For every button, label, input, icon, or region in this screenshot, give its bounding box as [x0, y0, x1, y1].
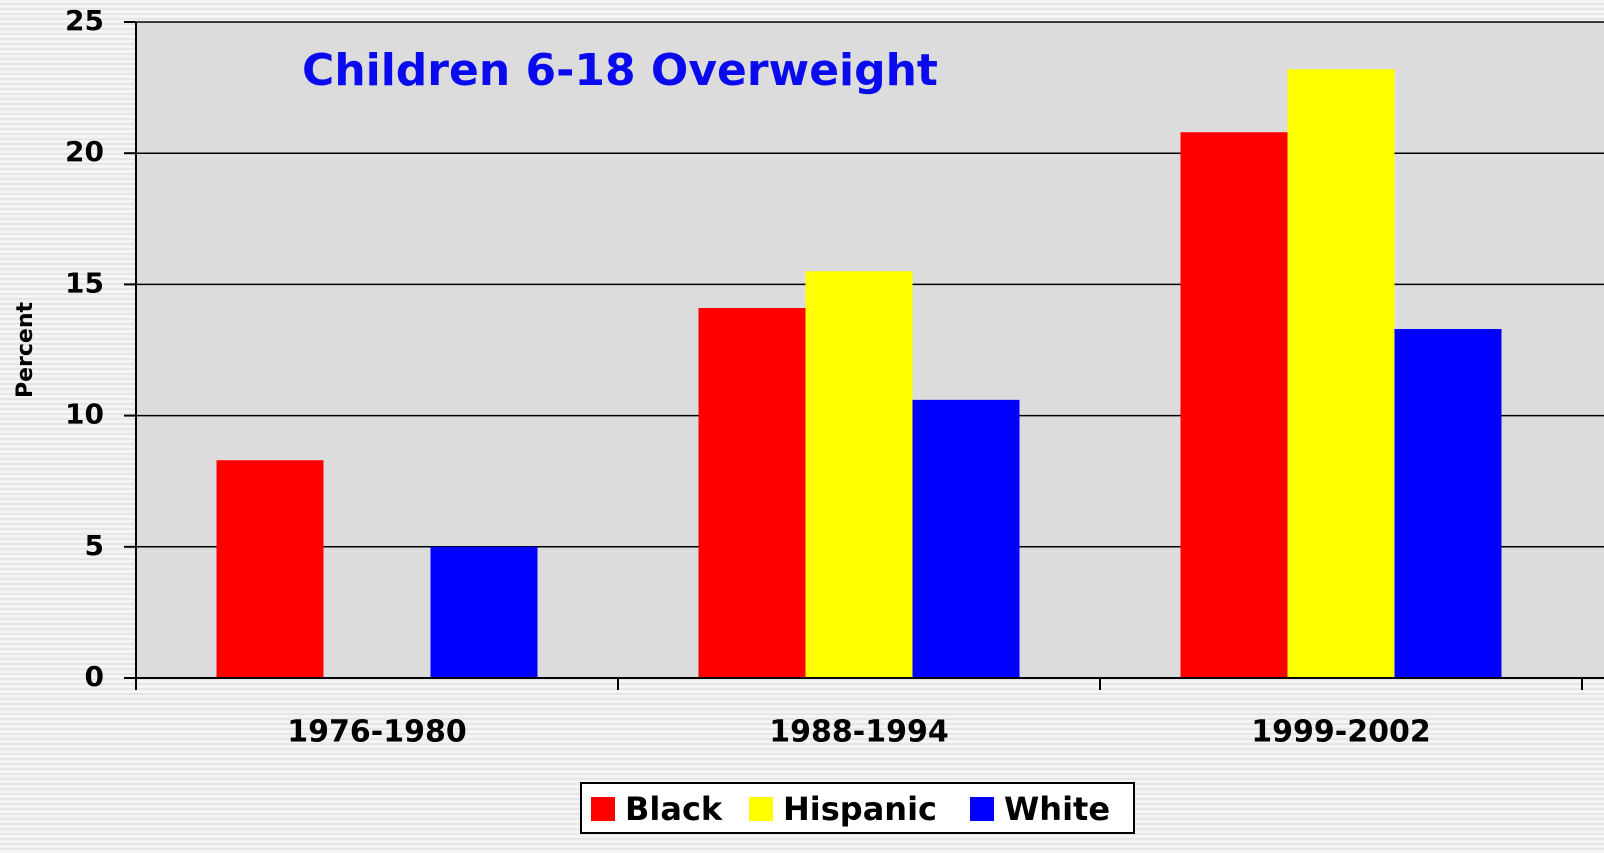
legend-label: White [1004, 790, 1110, 828]
legend-label: Hispanic [783, 790, 937, 828]
legend-box [580, 782, 1135, 834]
bar [912, 399, 1020, 678]
bar [1287, 69, 1395, 679]
bar [1394, 329, 1502, 678]
legend-swatch [970, 797, 994, 821]
x-tick-label: 1999-2002 [1251, 715, 1430, 750]
y-tick-label: 5 [85, 529, 104, 562]
legend-swatch [591, 797, 615, 821]
y-tick-label: 15 [65, 266, 104, 299]
bar [698, 308, 806, 678]
y-tick-label: 25 [65, 4, 104, 37]
bar [430, 546, 538, 678]
x-tick-label: 1976-1980 [287, 715, 466, 750]
y-axis-label: Percent [13, 302, 38, 399]
legend-label: Black [625, 790, 723, 828]
y-tick-label: 0 [85, 660, 104, 693]
bar [805, 271, 913, 678]
y-tick-label: 10 [65, 398, 104, 431]
bar [1180, 132, 1288, 678]
bar [216, 460, 324, 678]
x-tick-label: 1988-1994 [769, 715, 948, 750]
y-tick-label: 20 [65, 135, 104, 168]
chart-title: Children 6-18 Overweight [302, 45, 938, 96]
legend-swatch [749, 797, 773, 821]
